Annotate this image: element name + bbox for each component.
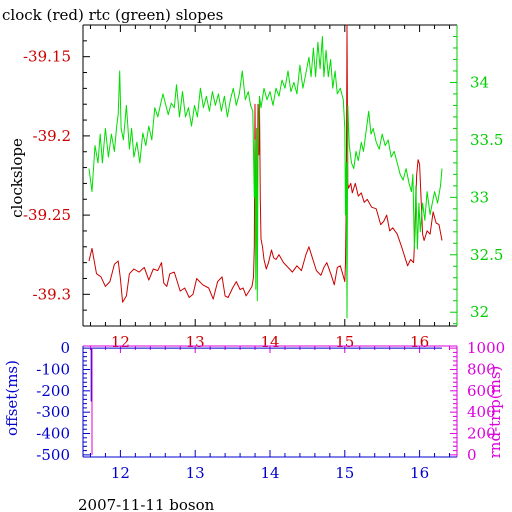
bottom-y-tick-label: -100	[36, 360, 70, 378]
bottom-chart: 12 13 14 15 16 0 -100 -200 -300 -400 -500 1000 800 60…	[36, 339, 505, 482]
bottom-y2-tick-label: 200	[467, 425, 496, 443]
footer-label: 2007-11-11 boson	[78, 496, 215, 512]
top-y2-tick-label: 32	[470, 303, 489, 321]
bottom-y-tick-label: -400	[36, 425, 70, 443]
bottom-y2-axis-label: rnd-trip(ms)	[486, 366, 504, 459]
clock-slope-series-line	[88, 24, 443, 303]
bottom-y2-tick-label: 600	[467, 382, 496, 400]
top-y2-tick-label: 33.5	[470, 131, 503, 149]
top-y-axis-label-group: clockslope	[8, 138, 26, 218]
top-y2-tick-label: 32.5	[470, 246, 503, 264]
top-y2-tick-label: 33	[470, 188, 489, 206]
top-y2-tick-label: 34	[470, 73, 489, 91]
top-y-tick-label: -39.3	[33, 285, 71, 303]
bottom-y2-axis-label-group: rnd-trip(ms)	[486, 366, 504, 459]
bottom-x-tick-label: 16	[410, 464, 429, 482]
bottom-x-tick-label: 14	[260, 464, 279, 482]
offset-series-line	[90, 347, 442, 402]
bottom-y2-tick-label: 800	[467, 360, 496, 378]
top-y-tick-label: -39.2	[33, 127, 71, 145]
bottom-y-tick-label: -200	[36, 382, 70, 400]
bottom-y2-tick-label: 1000	[467, 339, 505, 357]
bottom-x-tick-label: 15	[335, 464, 354, 482]
bottom-y-axis-label-group: offset(ms)	[3, 360, 21, 436]
bottom-y-tick-label: 0	[60, 339, 70, 357]
bottom-x-tick-label: 13	[186, 464, 205, 482]
bottom-x-tick-label: 12	[111, 464, 130, 482]
bottom-y2-tick-label: 0	[467, 446, 477, 464]
bottom-y2-tick-label: 400	[467, 403, 496, 421]
bottom-y-tick-label: -500	[36, 446, 70, 464]
top-y-axis-label: clockslope	[8, 138, 26, 218]
bottom-y-axis-label: offset(ms)	[3, 360, 21, 436]
top-y-tick-label: -39.15	[23, 48, 71, 66]
top-chart-title: clock (red) rtc (green) slopes	[2, 6, 223, 24]
bottom-y-tick-label: -300	[36, 403, 70, 421]
rtc-slope-series-line	[88, 36, 443, 319]
top-y-tick-label: -39.25	[23, 206, 71, 224]
